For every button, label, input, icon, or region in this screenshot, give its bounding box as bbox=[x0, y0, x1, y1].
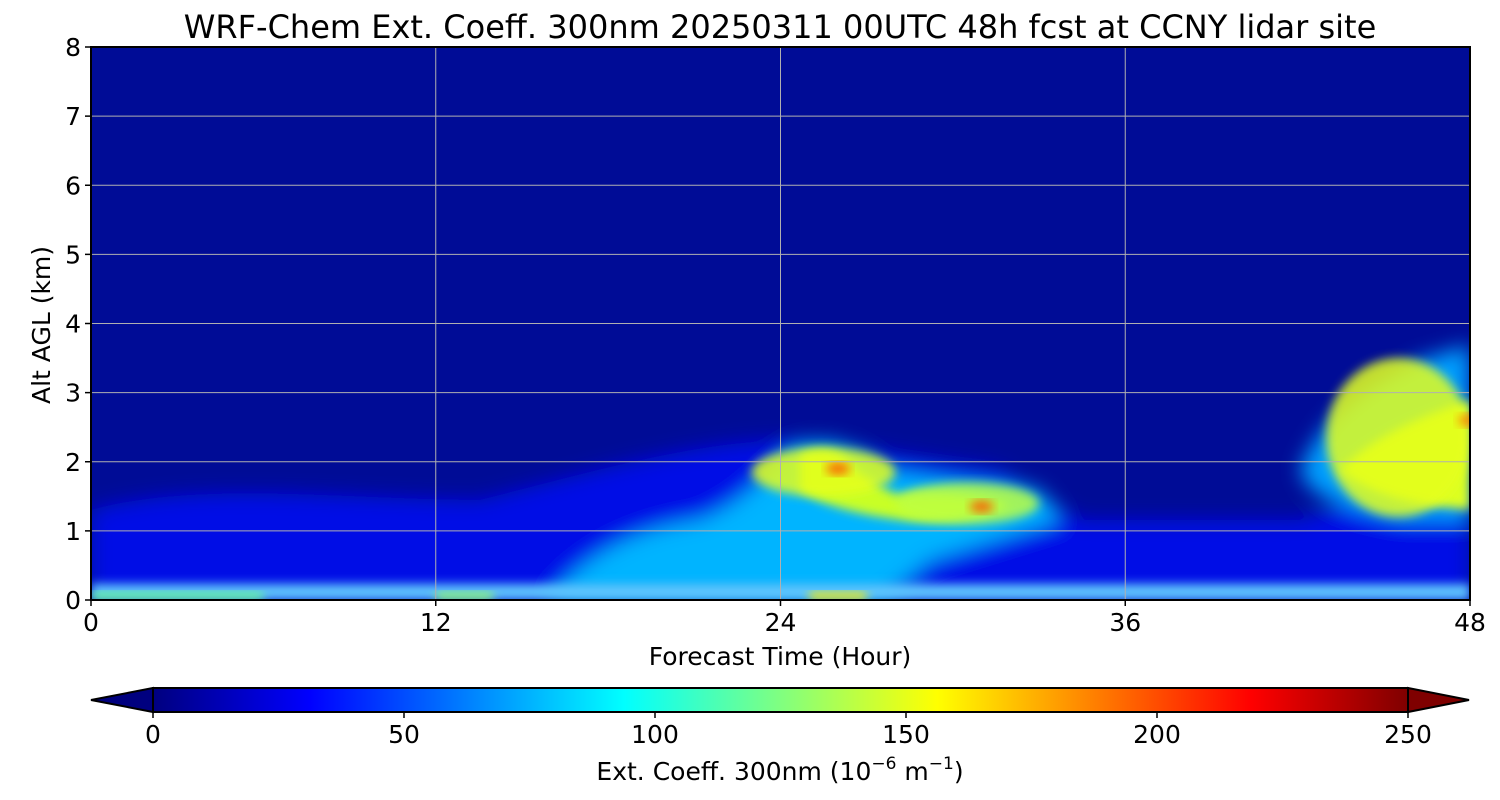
surface-streak-2 bbox=[809, 592, 867, 600]
y-tick-label: 8 bbox=[65, 33, 81, 62]
colorbar-label-text: Ext. Coeff. 300nm (10 bbox=[596, 757, 871, 786]
colorbar-label-mid: m bbox=[896, 757, 928, 786]
feature-7 bbox=[895, 482, 1040, 524]
feature-5 bbox=[751, 447, 896, 497]
feature-10 bbox=[1458, 414, 1470, 427]
x-tick-label: 36 bbox=[1109, 608, 1141, 637]
y-axis-label: Alt AGL (km) bbox=[27, 246, 56, 404]
y-tick-label: 0 bbox=[65, 586, 81, 615]
x-axis-label: Forecast Time (Hour) bbox=[649, 642, 912, 671]
colorbar: 0 50 100 150 200 250 Ext. Coeff. 300nm (10−6 … bbox=[90, 686, 1470, 786]
colorbar-gradient bbox=[152, 687, 1409, 713]
colorbar-tick-label: 200 bbox=[1133, 720, 1181, 749]
x-tick-label: 48 bbox=[1454, 608, 1486, 637]
y-tick-label: 2 bbox=[65, 448, 81, 477]
colorbar-tick-label: 0 bbox=[145, 720, 161, 749]
plume-cyan bbox=[550, 441, 1060, 600]
colorbar-label-exp2: −1 bbox=[929, 754, 954, 774]
colorbar-max-extend bbox=[1407, 686, 1470, 714]
chart-title: WRF-Chem Ext. Coeff. 300nm 20250311 00UT… bbox=[184, 8, 1377, 46]
surface-streak-0 bbox=[91, 592, 264, 600]
y-tick-label: 3 bbox=[65, 379, 81, 408]
colorbar-min-extend bbox=[90, 686, 154, 714]
colorbar-label-exp1: −6 bbox=[871, 754, 896, 774]
feature-9 bbox=[1326, 358, 1470, 518]
y-tick-label: 1 bbox=[65, 517, 81, 546]
y-tick-label: 4 bbox=[65, 310, 81, 339]
x-tick-label: 0 bbox=[83, 608, 99, 637]
y-axis-ticks: 0 1 2 3 4 5 6 7 8 bbox=[65, 33, 91, 615]
y-tick-label: 5 bbox=[65, 240, 81, 269]
colorbar-tick-label: 250 bbox=[1384, 720, 1432, 749]
colorbar-label-close: ) bbox=[954, 757, 964, 786]
colorbar-ticks: 0 50 100 150 200 250 bbox=[145, 712, 1432, 749]
colorbar-label: Ext. Coeff. 300nm (10−6 m−1) bbox=[596, 754, 963, 786]
x-tick-label: 12 bbox=[420, 608, 452, 637]
heatmap-features bbox=[91, 358, 1470, 600]
colorbar-tick-label: 100 bbox=[631, 720, 679, 749]
x-axis-ticks: 0 12 24 36 48 bbox=[83, 600, 1486, 637]
feature-6 bbox=[825, 462, 850, 475]
colorbar-tick-label: 150 bbox=[882, 720, 930, 749]
feature-8 bbox=[969, 500, 994, 513]
colorbar-tick-label: 50 bbox=[388, 720, 420, 749]
surface-streak-1 bbox=[435, 592, 494, 600]
y-tick-label: 6 bbox=[65, 171, 81, 200]
x-tick-label: 24 bbox=[765, 608, 797, 637]
grid bbox=[91, 47, 1470, 600]
y-tick-label: 7 bbox=[65, 102, 81, 131]
